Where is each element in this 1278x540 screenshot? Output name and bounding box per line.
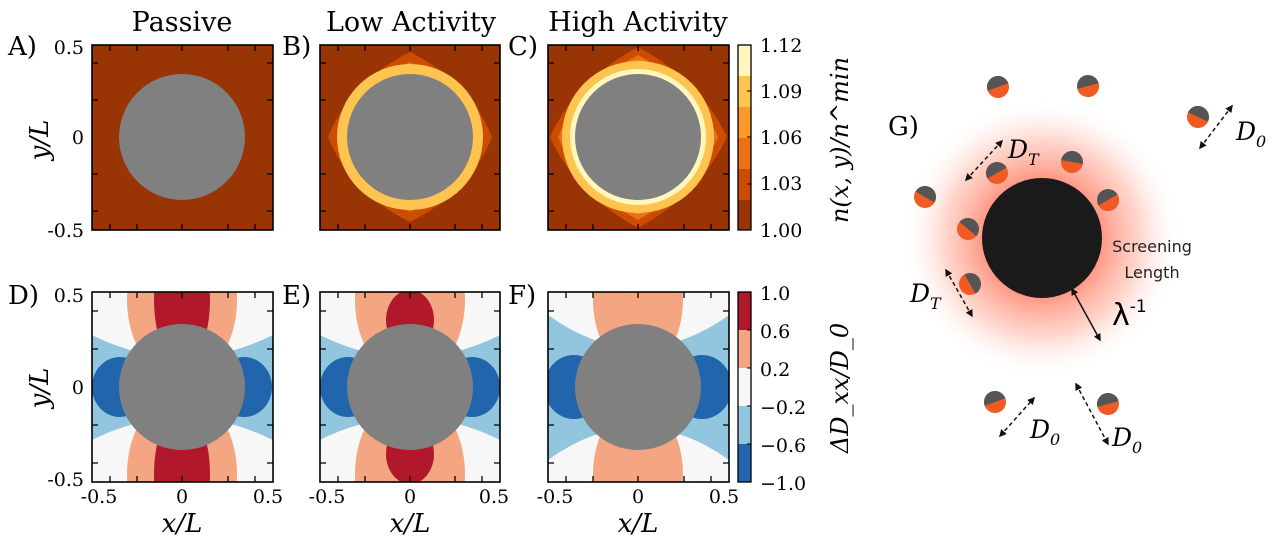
tracer-particle bbox=[957, 218, 979, 240]
panel-label-a: A) bbox=[7, 32, 37, 62]
x-tick-e-right: 0.5 bbox=[479, 486, 509, 508]
colorbar-density-tick-1.00: 1.00 bbox=[760, 220, 802, 242]
colorbar-density-tick-1.12: 1.12 bbox=[760, 35, 802, 57]
panel-label-g: G) bbox=[888, 112, 919, 142]
column-title-passive: Passive bbox=[132, 7, 233, 38]
colorbar-diffusion-label: ΔD_xx/D_0 bbox=[826, 323, 854, 454]
y-tick-bottom-0.5: 0.5 bbox=[54, 285, 84, 307]
x-tick-d-left: -0.5 bbox=[81, 486, 118, 508]
panel-d-diffusion-map bbox=[92, 292, 273, 482]
screening-length-arrow bbox=[1071, 287, 1101, 342]
schematic-panel-g: D0 DT DT D0 D0 Screening Length λ-1 bbox=[902, 75, 1266, 457]
panel-label-c: C) bbox=[508, 32, 538, 62]
tick-marks bbox=[92, 45, 729, 482]
inclusion-disk bbox=[575, 74, 701, 200]
screening-length-label-line1: Screening bbox=[1112, 237, 1192, 256]
panel-label-f: F) bbox=[508, 281, 536, 311]
inclusion-disk bbox=[119, 74, 245, 200]
x-axis-label-d: x/L bbox=[162, 509, 203, 539]
dt-arrow bbox=[945, 268, 973, 318]
y-axis-label-bottom: y/L bbox=[25, 368, 55, 410]
colorbar-diffusion-tick--1.0: −1.0 bbox=[760, 473, 806, 495]
panel-a-density-map bbox=[92, 45, 273, 230]
x-axis-label-f: x/L bbox=[618, 509, 659, 539]
d0-arrow bbox=[1075, 382, 1109, 446]
y-tick-bottom--0.5: -0.5 bbox=[47, 469, 84, 491]
y-tick-top--0.5: -0.5 bbox=[47, 220, 84, 242]
y-tick-top-0: 0 bbox=[72, 127, 84, 149]
dt-arrow bbox=[964, 139, 1004, 182]
tracer-particle bbox=[1187, 106, 1209, 128]
panel-c-density-map bbox=[548, 45, 729, 230]
x-tick-d-right: 0.5 bbox=[253, 486, 283, 508]
tracer-particle bbox=[987, 76, 1009, 98]
colorbar-diffusion bbox=[737, 291, 752, 483]
colorbar-density-tick-1.09: 1.09 bbox=[760, 81, 802, 103]
tracer-particle bbox=[984, 391, 1006, 413]
label-d0: D0 bbox=[1111, 423, 1142, 457]
x-tick-f-mid: 0 bbox=[632, 486, 644, 508]
colorbar-density-tick-1.03: 1.03 bbox=[760, 173, 802, 195]
diffusion-arrows bbox=[945, 104, 1233, 446]
tracer-particle bbox=[1097, 393, 1119, 415]
x-tick-e-mid: 0 bbox=[404, 486, 416, 508]
lambda-inverse-label: λ-1 bbox=[1112, 297, 1147, 333]
panel-e-diffusion-map bbox=[320, 292, 500, 482]
tracer-particle bbox=[914, 186, 936, 208]
label-dt: DT bbox=[1007, 135, 1040, 169]
y-axis-label-top: y/L bbox=[25, 120, 55, 162]
column-title-high-activity: High Activity bbox=[548, 7, 728, 38]
panel-label-d: D) bbox=[8, 281, 39, 311]
label-dt: DT bbox=[909, 279, 942, 313]
colorbar-density-tick-1.06: 1.06 bbox=[760, 127, 802, 149]
panel-b-density-map bbox=[320, 45, 500, 230]
colorbar-diffusion-tick-0.2: 0.2 bbox=[760, 359, 790, 381]
x-tick-f-left: -0.5 bbox=[537, 486, 574, 508]
tracer-particle bbox=[1061, 151, 1083, 173]
colorbar-diffusion-tick--0.6: −0.6 bbox=[760, 435, 806, 457]
x-axis-label-e: x/L bbox=[390, 509, 431, 539]
panel-label-e: E) bbox=[282, 281, 311, 311]
x-tick-e-left: -0.5 bbox=[309, 486, 346, 508]
label-d0: D0 bbox=[1029, 415, 1060, 449]
colorbar-diffusion-tick-1.0: 1.0 bbox=[760, 283, 790, 305]
colorbar-diffusion-tick-0.6: 0.6 bbox=[760, 321, 790, 343]
y-tick-bottom-0: 0 bbox=[72, 377, 84, 399]
colorbar-density bbox=[737, 44, 752, 231]
central-inclusion bbox=[982, 178, 1102, 298]
tracer-particle bbox=[1097, 189, 1119, 211]
y-tick-top-0.5: 0.5 bbox=[54, 37, 84, 59]
inclusion-disk bbox=[575, 324, 701, 450]
x-tick-f-right: 0.5 bbox=[709, 486, 739, 508]
inclusion-disk bbox=[119, 324, 245, 450]
panel-label-b: B) bbox=[282, 32, 311, 62]
label-d0: D0 bbox=[1235, 117, 1266, 151]
colorbar-density-label: n(x, y)/n^min bbox=[826, 57, 854, 223]
inclusion-disk bbox=[347, 74, 473, 200]
screening-length-label-line2: Length bbox=[1124, 263, 1179, 282]
x-tick-d-mid: 0 bbox=[176, 486, 188, 508]
d0-arrow bbox=[998, 396, 1036, 438]
d0-arrow bbox=[1199, 104, 1233, 150]
colorbar-diffusion-tick--0.2: −0.2 bbox=[760, 397, 806, 419]
inclusion-disk bbox=[347, 324, 473, 450]
column-title-low-activity: Low Activity bbox=[326, 7, 497, 38]
tracer-particle bbox=[1077, 75, 1099, 97]
panel-f-diffusion-map bbox=[548, 292, 729, 482]
